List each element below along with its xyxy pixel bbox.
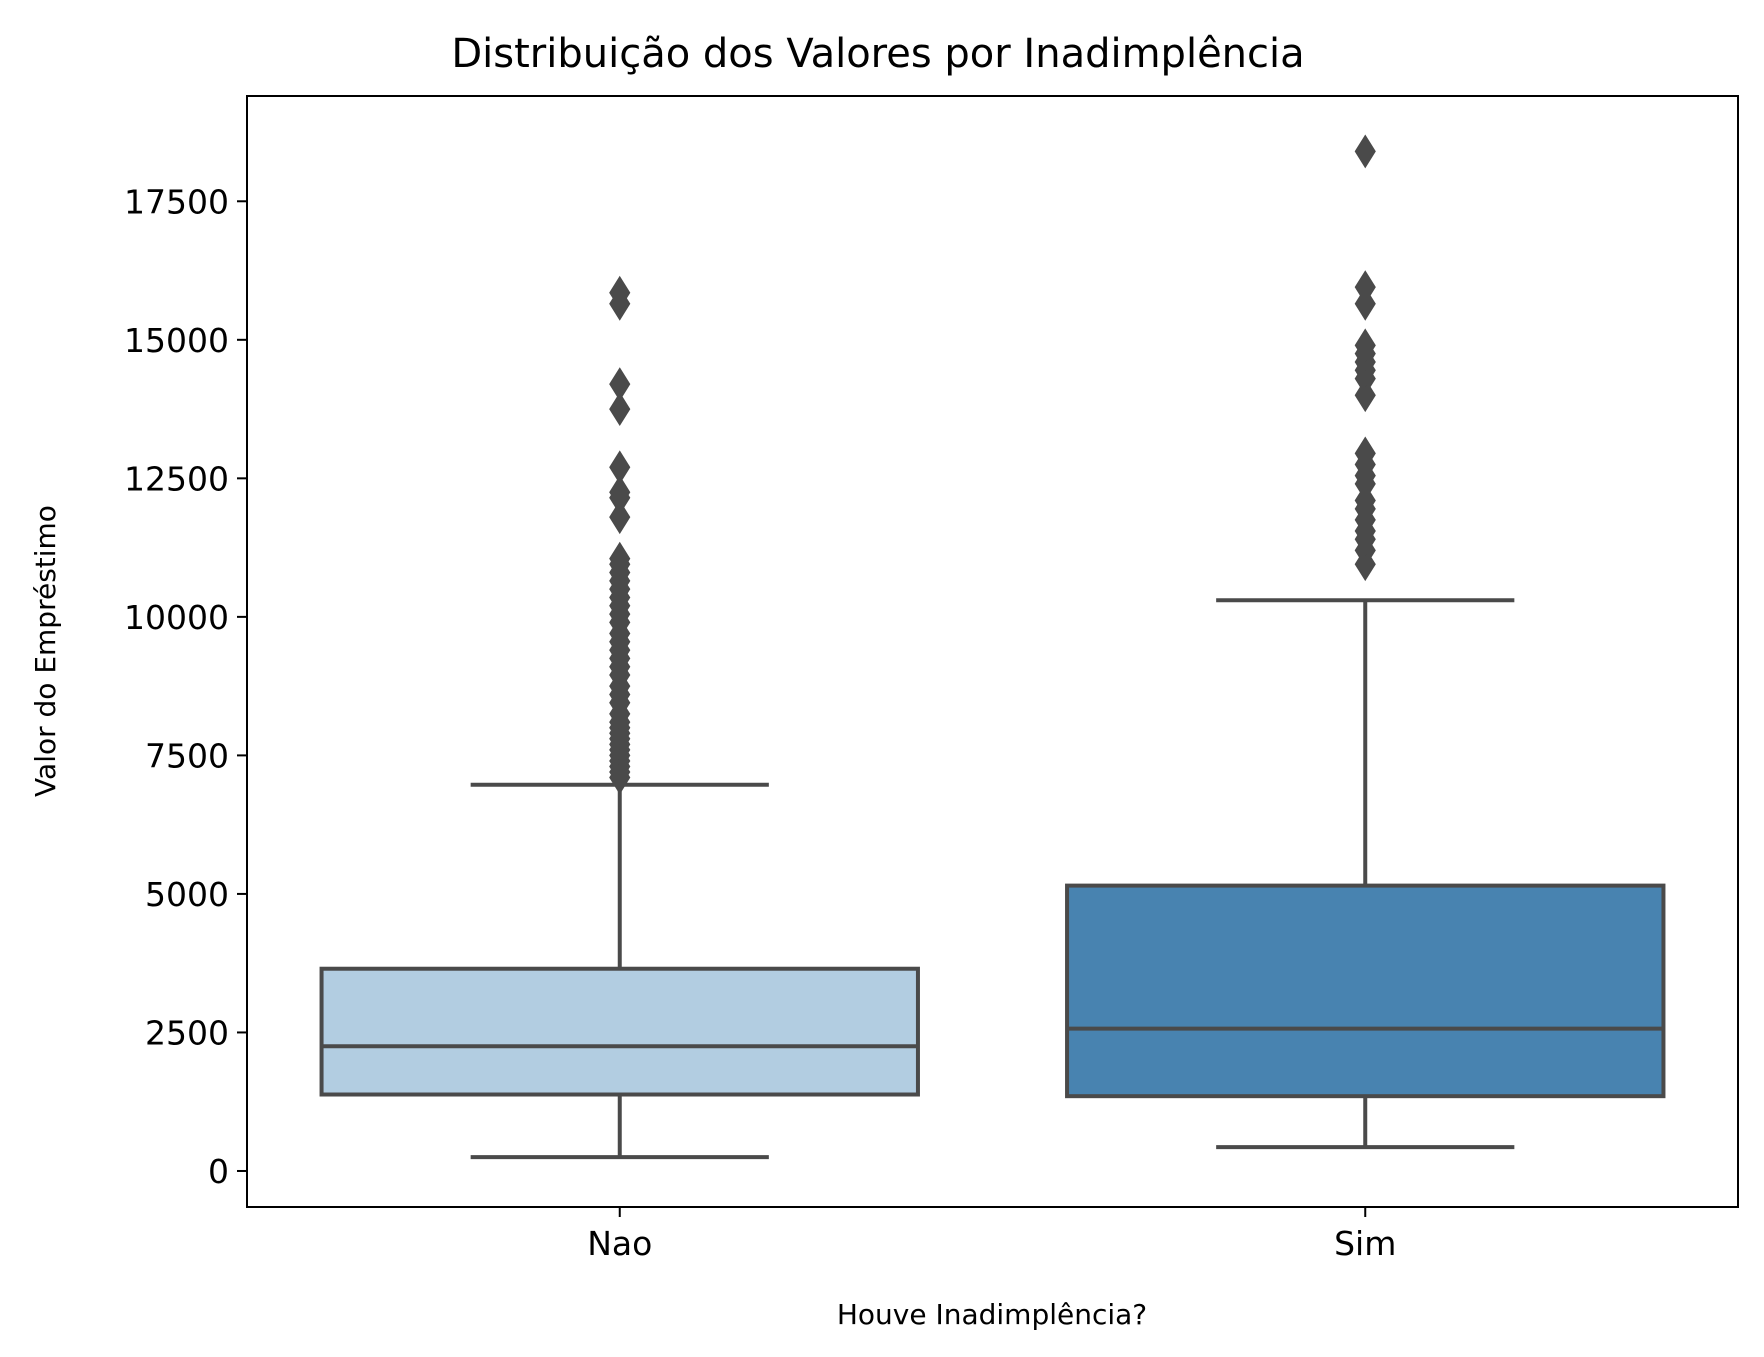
iqr-box: [1065, 883, 1666, 1099]
y-tick-label: 2500: [145, 1013, 229, 1052]
plot-frame: [246, 95, 1739, 1208]
outlier-point: [609, 500, 631, 535]
y-tick-label: 10000: [124, 598, 229, 637]
outlier-point: [609, 475, 631, 510]
y-tick-label: 7500: [145, 736, 229, 775]
box-group-sim: [1065, 134, 1666, 1150]
y-tick-label: 15000: [124, 321, 229, 360]
outlier-point: [609, 367, 631, 402]
plot-area: [319, 134, 1666, 1160]
y-axis-label: Valor do Empréstimo: [29, 505, 62, 797]
box-group-nao: [319, 275, 920, 1160]
outlier-point: [609, 275, 631, 310]
iqr-box: [319, 966, 920, 1097]
outlier-point: [609, 450, 631, 485]
y-tick-label: 12500: [124, 459, 229, 498]
x-axis-label: Houve Inadimplência?: [837, 1298, 1147, 1331]
y-tick-label: 0: [208, 1152, 229, 1191]
chart-title: Distribuição dos Valores por Inadimplênc…: [451, 31, 1304, 77]
outlier-point: [609, 392, 631, 427]
outlier-point: [1354, 328, 1376, 363]
x-tick-label: Nao: [587, 1224, 652, 1263]
outlier-point: [1354, 436, 1376, 471]
outlier-point: [1354, 134, 1376, 169]
y-tick-label: 5000: [145, 875, 229, 914]
y-tick-label: 17500: [124, 182, 229, 221]
outlier-point: [1354, 270, 1376, 305]
outlier-point: [609, 541, 631, 576]
x-tick-label: Sim: [1334, 1224, 1396, 1263]
